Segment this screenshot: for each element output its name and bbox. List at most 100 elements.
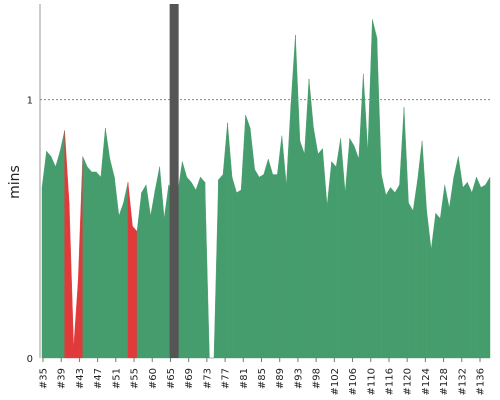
y-tick-layer: 01: [27, 96, 33, 365]
build-duration-area-segment: [105, 128, 111, 359]
build-duration-area-segment: [385, 186, 391, 359]
build-duration-area-segment: [394, 184, 400, 359]
area-layer: [41, 19, 491, 359]
build-duration-area-segment: [372, 19, 378, 359]
x-tick-label: #120: [403, 368, 414, 395]
build-duration-area-segment: [358, 73, 364, 359]
build-duration-area-segment: [249, 128, 255, 359]
build-duration-area-segment: [335, 138, 341, 359]
build-duration-area-segment: [200, 176, 206, 359]
vertical-marker-bar: [169, 4, 179, 358]
build-duration-area-segment: [272, 174, 278, 359]
failed-build-area-segment: [64, 130, 70, 359]
build-duration-area-segment: [96, 171, 102, 359]
x-tick-label: #106: [348, 368, 359, 395]
build-duration-area-segment: [444, 184, 450, 359]
build-duration-area-segment: [313, 127, 319, 359]
build-duration-area-segment: [421, 140, 427, 359]
build-duration-area-segment: [123, 182, 129, 359]
build-duration-area-segment: [236, 189, 242, 359]
x-tick-label: #81: [239, 368, 250, 389]
build-duration-area-segment: [322, 148, 328, 359]
x-tick-label: #51: [111, 368, 122, 389]
x-tick-label: #102: [330, 368, 341, 395]
build-duration-area-segment: [476, 177, 482, 359]
build-duration-area-segment: [354, 146, 359, 359]
build-duration-area-segment: [471, 177, 477, 359]
x-tick-label: #65: [166, 368, 177, 389]
y-axis-label: mins: [7, 165, 23, 199]
build-duration-area-segment: [408, 202, 414, 359]
build-duration-area-segment: [349, 137, 355, 359]
build-duration-area-segment: [182, 161, 188, 359]
x-tick-label: #73: [202, 368, 213, 389]
build-duration-area-segment: [245, 115, 251, 359]
build-duration-area-segment: [100, 128, 106, 359]
x-tick-label: #35: [39, 368, 50, 389]
build-duration-area-segment: [204, 182, 210, 359]
build-duration-area-segment: [46, 150, 52, 359]
failed-build-area-segment: [132, 225, 138, 359]
failed-build-area-segment: [78, 156, 83, 359]
x-tick-label: #89: [275, 368, 286, 389]
build-duration-area-segment: [403, 107, 409, 359]
build-duration-area-segment: [277, 135, 283, 359]
build-duration-area-segment: [281, 135, 287, 359]
build-duration-area-segment: [191, 181, 197, 359]
build-duration-area-segment: [480, 184, 486, 359]
x-tick-label: #132: [457, 368, 468, 395]
build-duration-area-segment: [367, 19, 373, 359]
failed-build-area-segment: [127, 182, 133, 359]
build-duration-area-segment: [50, 156, 56, 359]
x-tick-label: #55: [130, 368, 141, 389]
x-tick-label: #39: [57, 368, 68, 389]
build-duration-area-segment: [263, 158, 269, 359]
x-tick-label: #128: [439, 368, 450, 395]
build-duration-area-segment: [304, 78, 310, 359]
build-duration-area-segment: [136, 192, 142, 359]
build-duration-area-segment: [326, 161, 332, 359]
marker-layer: [169, 4, 179, 358]
build-duration-area-segment: [141, 184, 147, 359]
build-duration-area-segment: [462, 181, 468, 359]
build-duration-area-segment: [150, 190, 156, 359]
build-duration-area-segment: [340, 138, 346, 359]
build-duration-area-segment: [118, 202, 124, 359]
y-tick-label: 0: [27, 354, 33, 365]
x-tick-label: #93: [293, 368, 304, 389]
build-duration-area-segment: [412, 179, 418, 359]
x-tick-label: #85: [257, 368, 268, 389]
x-tick-label: #116: [384, 368, 395, 395]
x-tick-label: #77: [221, 368, 232, 389]
build-duration-area-segment: [195, 177, 201, 359]
build-duration-area-segment: [485, 176, 491, 359]
x-tick-label: #136: [476, 368, 487, 395]
build-duration-area-segment: [317, 148, 323, 359]
build-duration-area-segment: [458, 156, 464, 359]
build-duration-area-segment: [344, 138, 350, 359]
y-tick-label: 1: [27, 96, 33, 107]
build-duration-area-segment: [59, 130, 65, 359]
build-duration-area-segment: [145, 184, 151, 359]
failed-build-area-segment: [68, 202, 74, 359]
x-tick-label: #110: [366, 368, 377, 395]
build-duration-area-segment: [159, 166, 165, 359]
build-duration-area-segment: [82, 156, 88, 359]
build-duration-area-segment: [154, 166, 160, 359]
x-tick-label: #60: [148, 368, 159, 389]
x-tick-label: #98: [312, 368, 323, 389]
failed-build-area-segment: [73, 280, 79, 359]
build-duration-area-segment: [109, 158, 115, 359]
build-duration-area-segment: [55, 151, 61, 359]
x-tick-label: #47: [93, 368, 104, 389]
build-duration-area-segment: [430, 213, 436, 359]
build-duration-area-segment: [299, 140, 305, 359]
build-duration-area-segment: [399, 107, 405, 359]
build-duration-area-segment: [376, 37, 382, 359]
build-duration-area-segment: [254, 168, 260, 359]
build-duration-area-segment: [231, 177, 237, 359]
build-duration-area-segment: [227, 122, 233, 359]
build-duration-area-segment: [417, 140, 423, 359]
